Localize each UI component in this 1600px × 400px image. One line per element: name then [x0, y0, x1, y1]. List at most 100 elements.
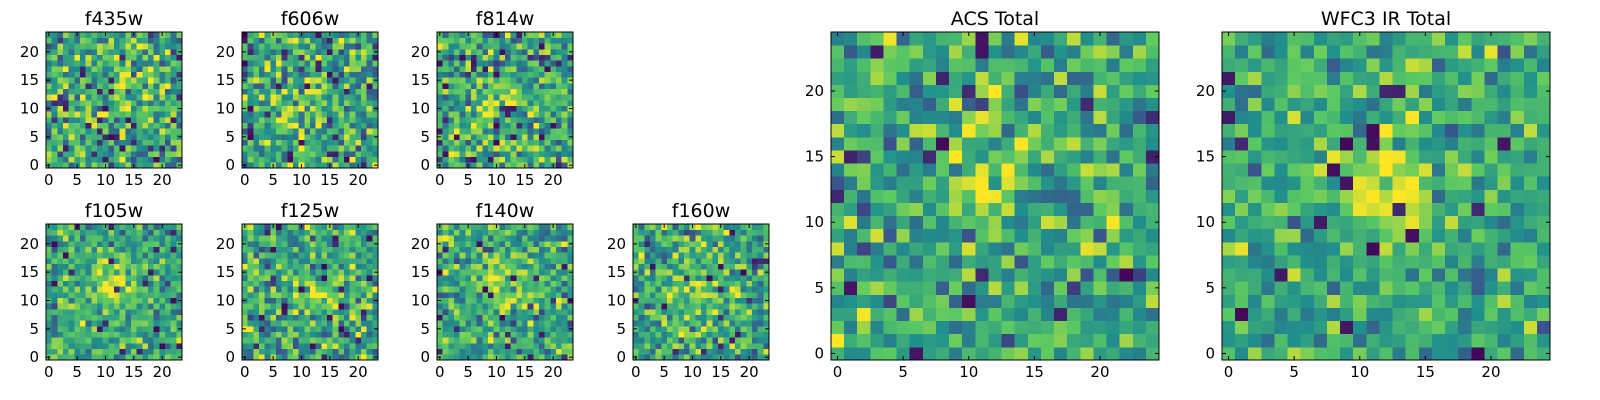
image-pixel — [327, 337, 334, 344]
image-pixel — [108, 145, 115, 152]
image-pixel — [493, 309, 500, 316]
image-pixel — [510, 246, 517, 253]
image-pixel — [752, 286, 759, 293]
image-pixel — [561, 303, 568, 310]
image-pixel — [857, 163, 871, 177]
image-pixel — [125, 71, 132, 78]
image-pixel — [148, 128, 155, 135]
image-pixel — [482, 354, 489, 361]
image-pixel — [909, 346, 924, 361]
image-pixel — [148, 224, 155, 231]
image-pixel — [264, 139, 271, 146]
image-pixel — [883, 228, 897, 243]
image-pixel — [242, 54, 249, 61]
image-pixel — [883, 241, 897, 256]
image-pixel — [561, 156, 568, 163]
image-pixel — [667, 246, 674, 253]
image-pixel — [1080, 281, 1094, 295]
image-pixel — [712, 269, 719, 276]
image-pixel — [304, 111, 311, 118]
image-pixel — [97, 37, 104, 44]
image-pixel — [465, 269, 472, 276]
image-pixel — [718, 297, 725, 304]
image-pixel — [735, 280, 742, 287]
image-pixel — [465, 297, 472, 304]
image-pixel — [338, 156, 345, 163]
image-pixel — [544, 229, 551, 236]
image-pixel — [91, 269, 98, 276]
image-pixel — [259, 111, 266, 118]
image-pixel — [344, 275, 351, 282]
image-pixel — [459, 354, 466, 361]
image-pixel — [315, 348, 322, 355]
image-pixel — [74, 246, 81, 253]
image-pixel — [870, 268, 884, 282]
image-pixel — [757, 229, 764, 236]
image-pixel — [321, 224, 328, 231]
image-pixel — [293, 117, 300, 124]
image-pixel — [338, 348, 345, 355]
image-pixel — [1119, 320, 1134, 335]
image-pixel — [102, 128, 109, 135]
image-pixel — [499, 49, 506, 56]
image-pixel — [505, 337, 512, 344]
image-pixel — [476, 235, 483, 242]
image-pixel — [459, 320, 466, 327]
image-pixel — [80, 354, 87, 361]
image-pixel — [556, 60, 563, 67]
image-pixel — [533, 156, 540, 163]
image-pixel — [259, 286, 266, 293]
image-pixel — [1536, 346, 1551, 361]
image-pixel — [752, 280, 759, 287]
image-pixel — [695, 263, 702, 270]
image-pixel — [454, 314, 461, 321]
image-pixel — [556, 246, 563, 253]
image-pixel — [1145, 320, 1160, 335]
image-pixel — [1001, 333, 1016, 348]
image-pixel — [1067, 268, 1081, 282]
image-pixel — [527, 337, 534, 344]
image-pixel — [678, 235, 685, 242]
image-pixel — [68, 348, 75, 355]
image-pixel — [165, 151, 172, 158]
image-pixel — [125, 128, 132, 135]
image-pixel — [372, 337, 379, 344]
image-pixel — [80, 331, 87, 338]
image-pixel — [321, 32, 328, 39]
image-pixel — [723, 354, 730, 361]
image-pixel — [85, 263, 92, 270]
image-pixel — [287, 122, 294, 129]
image-pixel — [729, 337, 736, 344]
image-pixel — [706, 269, 713, 276]
image-pixel — [729, 235, 736, 242]
image-pixel — [857, 228, 871, 243]
image-pixel — [63, 105, 70, 112]
image-pixel — [883, 189, 897, 203]
image-pixel — [740, 309, 747, 316]
image-pixel — [883, 255, 897, 269]
image-pixel — [493, 60, 500, 67]
image-pixel — [909, 150, 924, 164]
x-tick-label: 15 — [320, 363, 339, 381]
image-pixel — [718, 241, 725, 248]
image-pixel — [1027, 189, 1042, 203]
image-pixel — [366, 145, 373, 152]
image-pixel — [689, 292, 696, 299]
image-pixel — [752, 337, 759, 344]
image-pixel — [1001, 136, 1016, 151]
image-pixel — [338, 71, 345, 78]
image-pixel — [633, 303, 640, 310]
image-pixel — [1027, 294, 1042, 308]
image-pixel — [949, 45, 963, 59]
image-pixel — [544, 88, 551, 95]
image-pixel — [471, 77, 478, 84]
image-pixel — [315, 105, 322, 112]
image-pixel — [142, 77, 149, 84]
image-pixel — [264, 235, 271, 242]
image-pixel — [1040, 202, 1055, 217]
image-pixel — [672, 292, 679, 299]
image-pixel — [476, 60, 483, 67]
image-pixel — [471, 66, 478, 73]
image-pixel — [74, 229, 81, 236]
image-pixel — [544, 156, 551, 163]
